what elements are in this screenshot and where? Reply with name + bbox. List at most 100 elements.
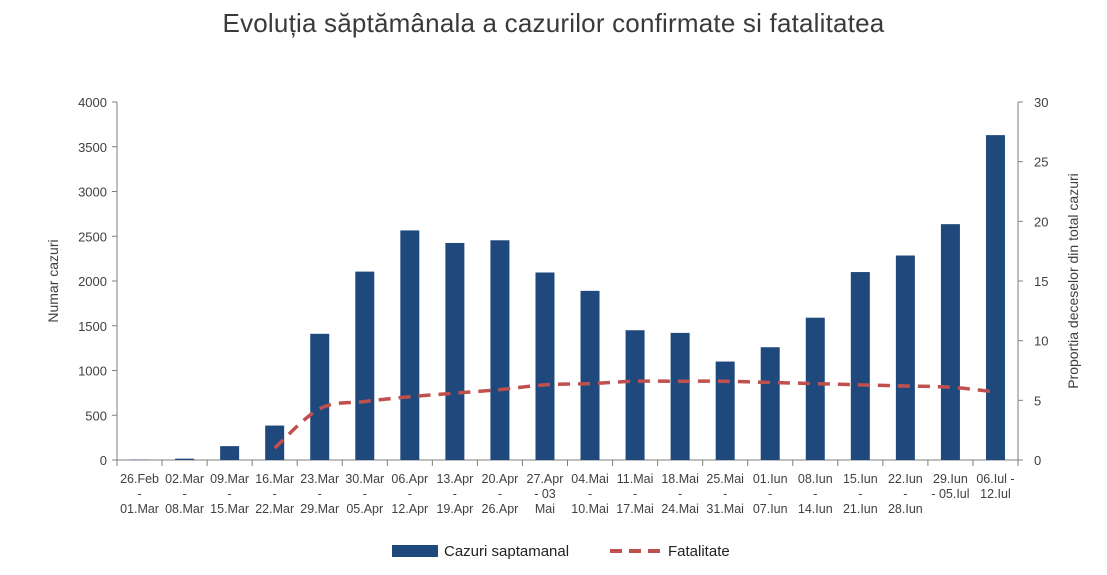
legend-label-cases: Cazuri saptamanal [444, 543, 569, 560]
category-label: 04.Mai [571, 472, 609, 486]
category-label: 06.Iul - [976, 472, 1014, 486]
category-label: 08.Mar [165, 502, 204, 516]
category-label: - [498, 487, 502, 501]
bar [985, 135, 1005, 461]
category-label: - [813, 487, 817, 501]
category-label: - [723, 487, 727, 501]
category-label: 26.Feb [120, 472, 159, 486]
category-label: 10.Mai [571, 502, 609, 516]
chart-title: Evoluția săptămânala a cazurilor confirm… [222, 8, 885, 38]
category-label: 26.Apr [482, 502, 519, 516]
category-label: 01.Iun [753, 472, 788, 486]
bar [670, 332, 690, 460]
category-label: - [363, 487, 367, 501]
bar [760, 347, 780, 460]
legend: Cazuri saptamanal Fatalitate [392, 543, 730, 560]
category-label: 08.Iun [798, 472, 833, 486]
y-tick-label: 2000 [78, 274, 107, 289]
bar [445, 242, 465, 460]
category-label: 25.Mai [706, 472, 744, 486]
category-label: - [137, 487, 141, 501]
y-tick-label: 3500 [78, 140, 107, 155]
category-label: 15.Mar [210, 502, 249, 516]
category-label: - [453, 487, 457, 501]
bar [895, 255, 915, 460]
y2-tick-label: 30 [1034, 95, 1048, 110]
category-label: 07.Iun [753, 502, 788, 516]
y-axis-title: Numar cazuri [45, 239, 61, 322]
category-label: 24.Mai [661, 502, 699, 516]
y-tick-label: 2500 [78, 229, 107, 244]
category-label: 16.Mar [255, 472, 294, 486]
bar [625, 330, 645, 460]
category-label: 22.Iun [888, 472, 923, 486]
bar [805, 317, 825, 460]
y-tick-label: 1500 [78, 319, 107, 334]
category-label: - [408, 487, 412, 501]
category-label: 12.Iul [980, 487, 1011, 501]
legend-swatch-bar [392, 545, 438, 557]
category-label: 29.Iun [933, 472, 968, 486]
category-label: 12.Apr [391, 502, 428, 516]
category-label: - [858, 487, 862, 501]
category-label: 23.Mar [300, 472, 339, 486]
legend-label-fatality: Fatalitate [668, 543, 730, 560]
y2-tick-label: 25 [1034, 155, 1048, 170]
category-label: - [903, 487, 907, 501]
category-label: 22.Mar [255, 502, 294, 516]
category-label: - [768, 487, 772, 501]
y2-tick-label: 20 [1034, 214, 1048, 229]
category-label: 09.Mar [210, 472, 249, 486]
bar [220, 446, 240, 460]
category-label: - [273, 487, 277, 501]
category-label: 29.Mar [300, 502, 339, 516]
category-label: 14.Iun [798, 502, 833, 516]
bar [400, 230, 420, 460]
bars [130, 135, 1005, 461]
category-label: - [633, 487, 637, 501]
bar [355, 271, 375, 460]
category-label: 27.Apr [527, 472, 564, 486]
y-tick-label: 1000 [78, 364, 107, 379]
bar [535, 272, 555, 460]
category-label: 02.Mar [165, 472, 204, 486]
category-label: 20.Apr [482, 472, 519, 486]
category-label: 06.Apr [391, 472, 428, 486]
category-label: 15.Iun [843, 472, 878, 486]
bar [715, 361, 735, 460]
y-tick-label: 500 [85, 408, 107, 423]
category-label: 17.Mai [616, 502, 654, 516]
y2-tick-label: 10 [1034, 334, 1048, 349]
category-label: 21.Iun [843, 502, 878, 516]
category-label: Mai [535, 502, 555, 516]
category-label: - 05.Iul [931, 487, 969, 501]
category-label: - [318, 487, 322, 501]
category-label: 19.Apr [436, 502, 473, 516]
category-label: 30.Mar [345, 472, 384, 486]
bar [175, 458, 195, 460]
bar [940, 224, 960, 460]
category-label: 05.Apr [346, 502, 383, 516]
y2-axis-title: Proportia deceselor din total cazuri [1065, 173, 1081, 389]
category-label: 13.Apr [436, 472, 473, 486]
category-labels: 26.Feb-01.Mar02.Mar-08.Mar09.Mar-15.Mar1… [120, 472, 1015, 516]
bar [490, 240, 510, 460]
category-label: - [182, 487, 186, 501]
category-label: - [228, 487, 232, 501]
category-label: 18.Mai [661, 472, 699, 486]
category-label: 11.Mai [617, 472, 654, 486]
category-label: - 03 [534, 487, 556, 501]
bar [265, 425, 285, 460]
bar [850, 272, 870, 460]
y-tick-label: 4000 [78, 95, 107, 110]
category-label: - [678, 487, 682, 501]
y2-tick-label: 0 [1034, 453, 1041, 468]
category-label: 31.Mai [706, 502, 744, 516]
y2-tick-label: 5 [1034, 393, 1041, 408]
category-label: 28.Iun [888, 502, 923, 516]
bar [580, 290, 600, 460]
category-label: 01.Mar [120, 502, 159, 516]
bar [310, 333, 330, 460]
y2-tick-label: 15 [1034, 274, 1048, 289]
